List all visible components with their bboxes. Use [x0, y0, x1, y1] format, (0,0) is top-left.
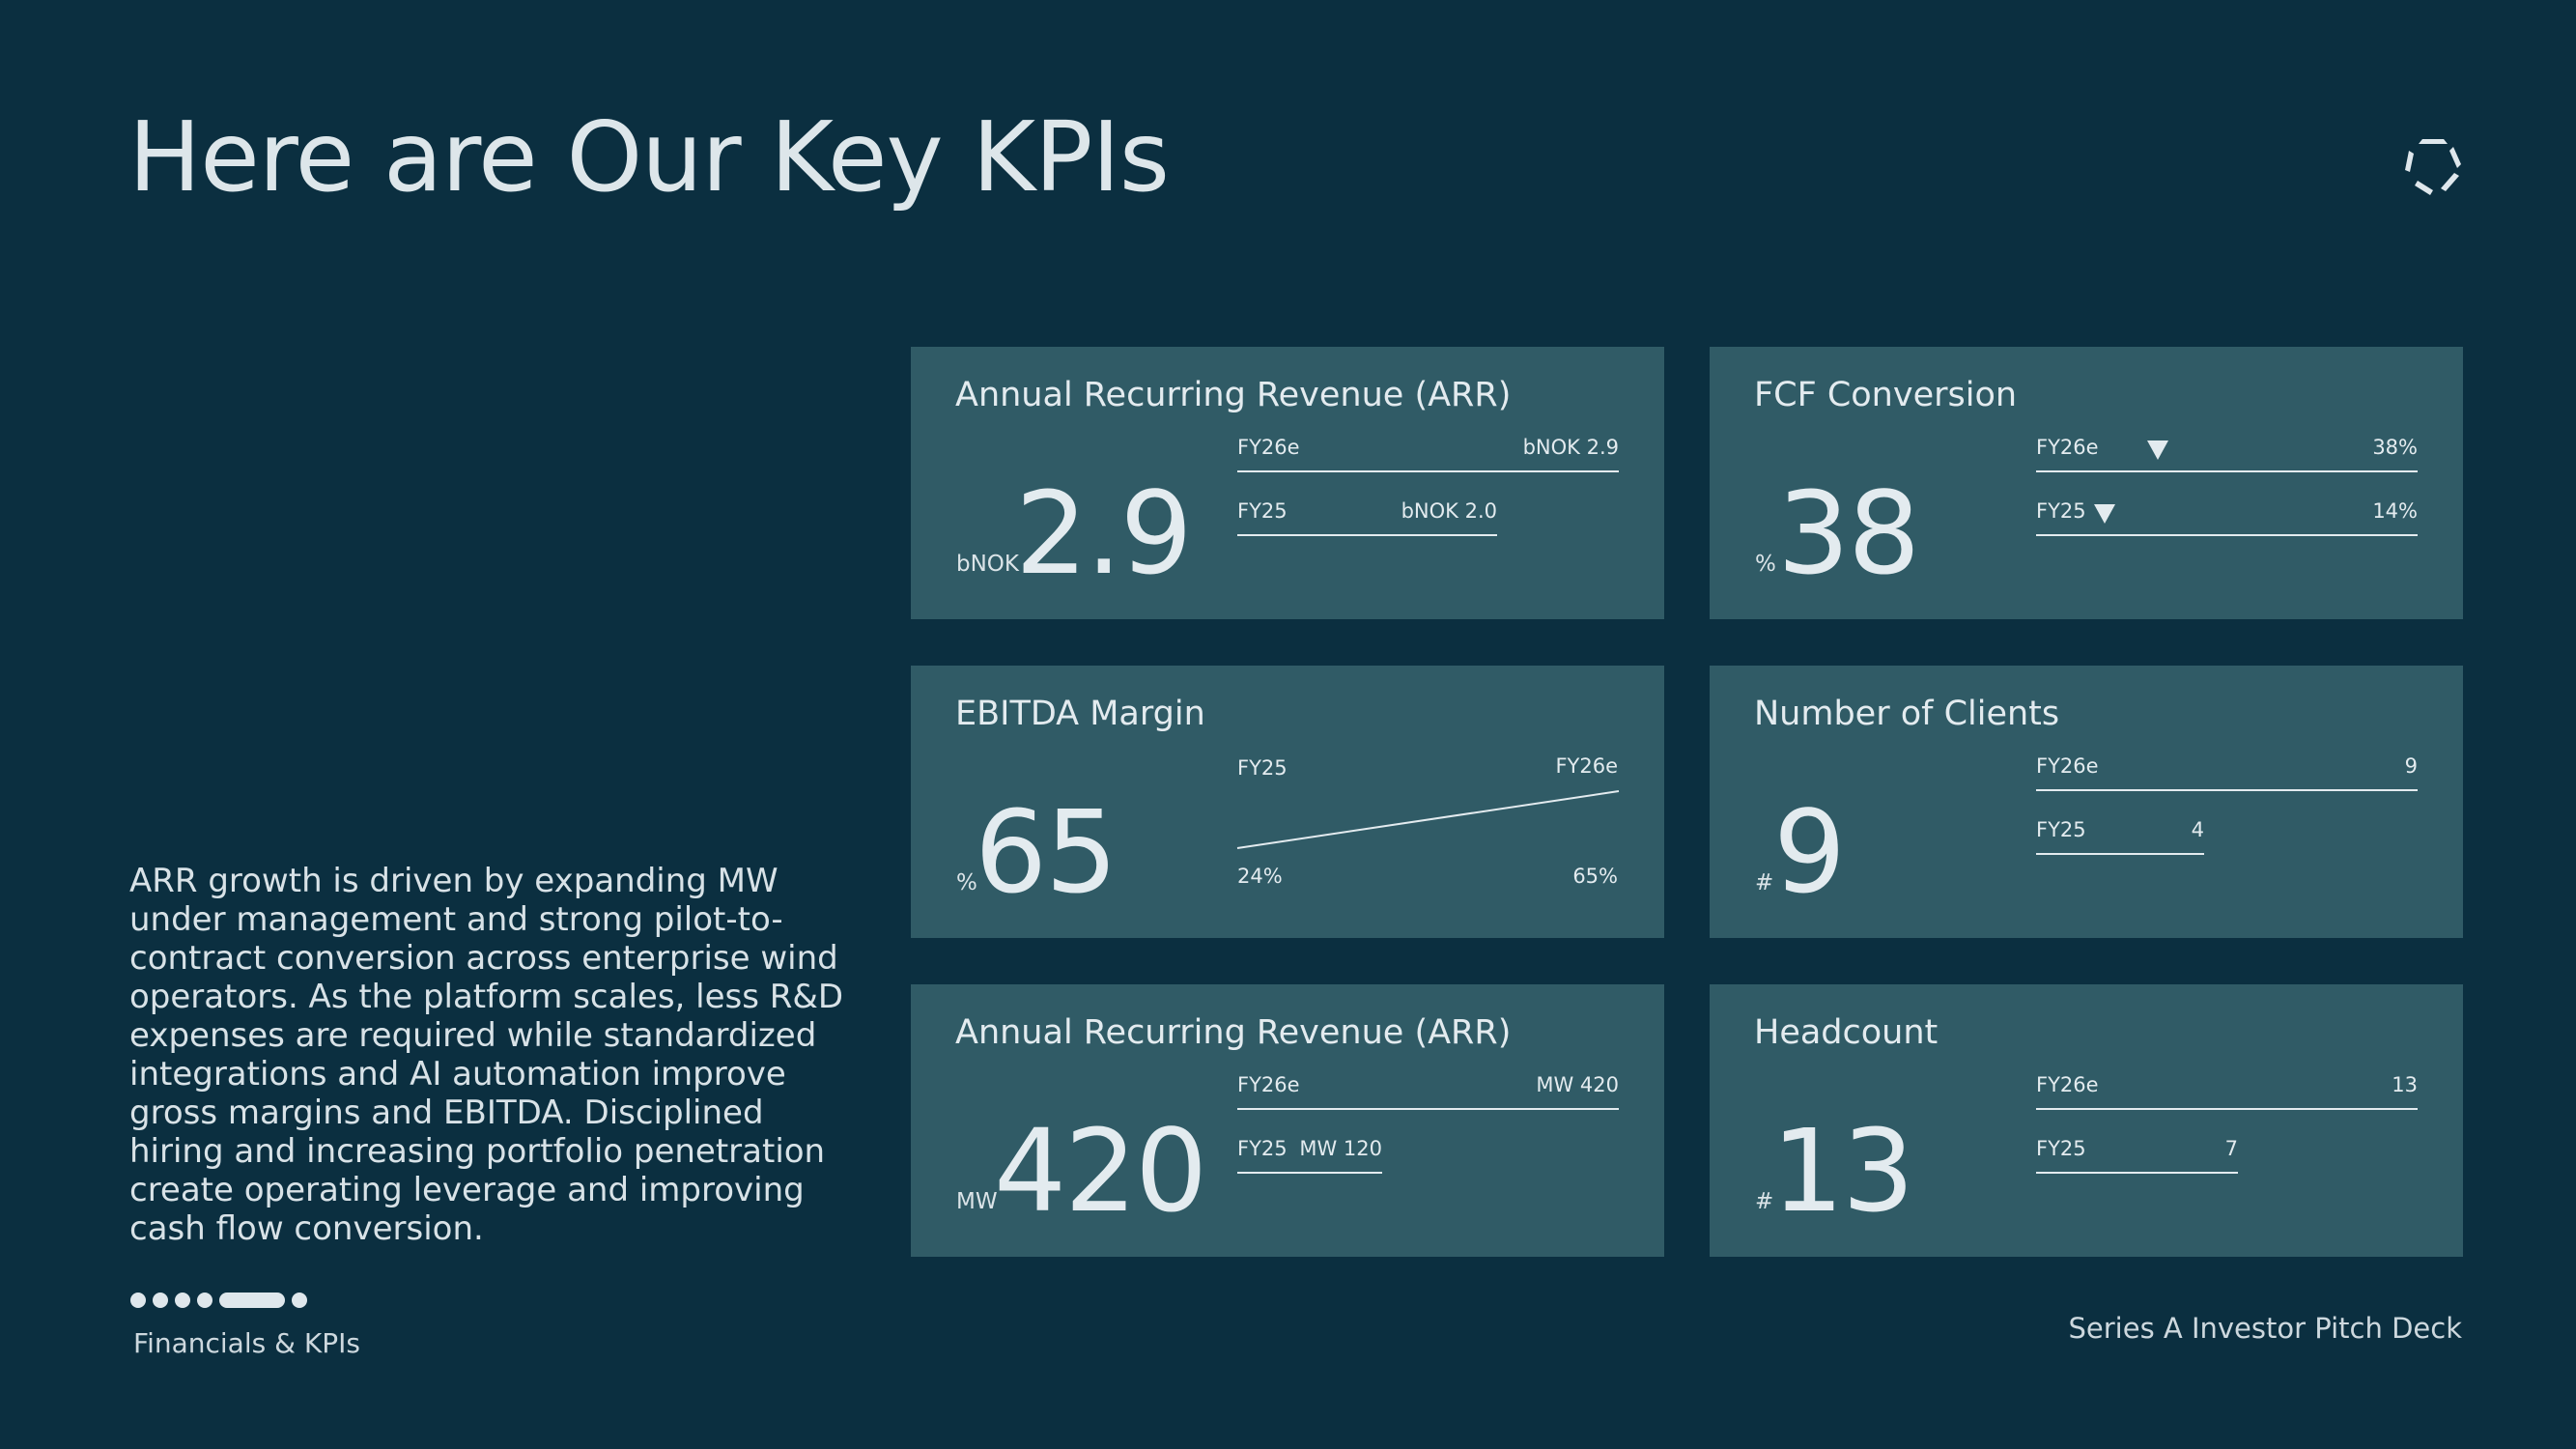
- kpi-title: Annual Recurring Revenue (ARR): [955, 376, 1512, 414]
- line-end-label: 65%: [1572, 865, 1618, 888]
- kpi-title: Number of Clients: [1754, 695, 2060, 733]
- line-start-label: 24%: [1237, 865, 1283, 888]
- kpi-value: 13: [1771, 1104, 1914, 1237]
- bar-value-label: MW 420: [1536, 1073, 1619, 1096]
- kpi-card-ebitda-margin: EBITDA Margin % 65 FY25 FY26e 24% 65%: [911, 666, 1664, 938]
- kpi-comparison-markers: FY26e 38% FY25 14%: [1710, 347, 2463, 619]
- kpi-unit: MW: [956, 1189, 998, 1214]
- line-start-period: FY25: [1237, 756, 1288, 780]
- kpi-card-fcf-conversion: FCF Conversion % 38 FY26e 38% FY25 14%: [1710, 347, 2463, 619]
- bar-line: [1237, 470, 1619, 472]
- bar-period-label: FY25: [2036, 818, 2086, 841]
- kpi-unit: %: [1755, 552, 1776, 577]
- ebitda-trend-line: [1236, 790, 1620, 849]
- bar-line: [1237, 1172, 1382, 1174]
- pagination-dot: [292, 1293, 307, 1308]
- bar-period-label: FY26e: [2036, 1073, 2099, 1096]
- kpi-card-arr-bnok: Annual Recurring Revenue (ARR) bNOK 2.9 …: [911, 347, 1664, 619]
- bar-value-label: 7: [2224, 1137, 2238, 1160]
- bar-value-label: 14%: [2372, 499, 2418, 523]
- kpi-unit: #: [1755, 1189, 1774, 1214]
- bar-line: [2036, 534, 2418, 536]
- section-label: Financials & KPIs: [133, 1327, 360, 1359]
- bar-value-label: 38%: [2372, 436, 2418, 459]
- kpi-card-number-of-clients: Number of Clients # 9 FY26e 9 FY25 4: [1710, 666, 2463, 938]
- kpi-comparison-bars: FY26e 9 FY25 4: [1710, 666, 2463, 938]
- down-triangle-icon: [2094, 504, 2115, 524]
- bar-value-label: bNOK 2.0: [1401, 499, 1497, 523]
- bar-value-label: bNOK 2.9: [1522, 436, 1619, 459]
- bar-line: [2036, 789, 2418, 791]
- pagination-dot: [153, 1293, 168, 1308]
- bar-line: [2036, 1172, 2238, 1174]
- pagination-dot: [197, 1293, 212, 1308]
- kpi-value: 38: [1777, 467, 1920, 600]
- bar-value-label: 9: [2404, 754, 2418, 778]
- bar-value-label: MW 120: [1299, 1137, 1382, 1160]
- kpi-title: Annual Recurring Revenue (ARR): [955, 1013, 1512, 1052]
- kpi-comparison-bars: FY26e bNOK 2.9 FY25 bNOK 2.0: [911, 347, 1664, 619]
- down-triangle-icon: [2147, 440, 2168, 460]
- bar-period-label: FY25: [2036, 1137, 2086, 1160]
- pagination-dot: [175, 1293, 190, 1308]
- kpi-title: FCF Conversion: [1754, 376, 2018, 414]
- bar-period-label: FY25: [1237, 499, 1288, 523]
- kpi-value: 9: [1773, 785, 1846, 919]
- bar-line: [2036, 1108, 2418, 1110]
- kpi-value: 420: [994, 1104, 1207, 1237]
- bar-period-label: FY26e: [1237, 1073, 1300, 1096]
- kpi-card-arr-mw: Annual Recurring Revenue (ARR) MW 420 FY…: [911, 984, 1664, 1257]
- bar-period-label: FY25: [1237, 1137, 1288, 1160]
- kpi-comparison-bars: FY26e 13 FY25 7: [1710, 984, 2463, 1257]
- bar-line: [2036, 853, 2204, 855]
- bar-period-label: FY26e: [2036, 436, 2099, 459]
- kpi-value: 2.9: [1015, 467, 1193, 600]
- ebitda-trend-segment: [1236, 790, 1620, 849]
- kpi-title: Headcount: [1754, 1013, 1939, 1052]
- bar-line: [1237, 534, 1497, 536]
- bar-line: [2036, 470, 2418, 472]
- page-title: Here are Our Key KPIs: [128, 100, 1170, 213]
- bar-value-label: 13: [2392, 1073, 2418, 1096]
- logo-icon: [2405, 139, 2461, 195]
- bar-value-label: 4: [2191, 818, 2204, 841]
- bar-period-label: FY26e: [1237, 436, 1300, 459]
- deck-label: Series A Investor Pitch Deck: [2068, 1312, 2463, 1345]
- kpi-title: EBITDA Margin: [955, 695, 1205, 733]
- description-text: ARR growth is driven by expanding MW und…: [129, 862, 844, 1248]
- kpi-comparison-bars: FY26e MW 420 FY25 MW 120: [911, 984, 1664, 1257]
- kpi-card-headcount: Headcount # 13 FY26e 13 FY25 7: [1710, 984, 2463, 1257]
- kpi-value: 65: [975, 785, 1118, 919]
- pagination-dot-active: [219, 1293, 285, 1308]
- kpi-unit: %: [956, 870, 977, 895]
- bar-period-label: FY26e: [2036, 754, 2099, 778]
- bar-period-label: FY25: [2036, 499, 2086, 523]
- kpi-unit: #: [1755, 870, 1774, 895]
- kpi-unit: bNOK: [956, 552, 1019, 577]
- bar-line: [1237, 1108, 1619, 1110]
- line-end-period: FY26e: [1555, 754, 1618, 778]
- pagination-dot: [130, 1293, 146, 1308]
